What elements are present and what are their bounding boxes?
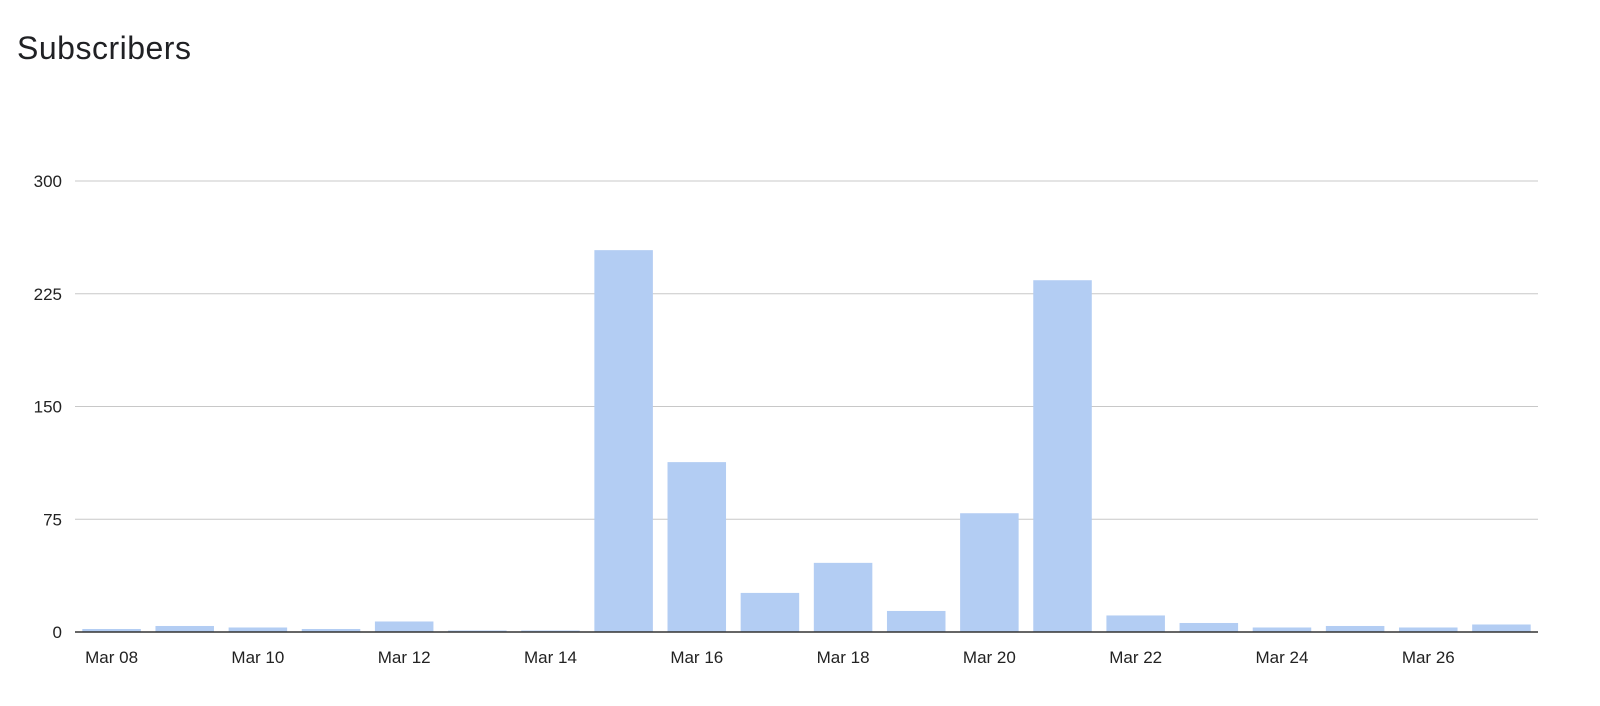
- bar: [1399, 627, 1458, 632]
- x-axis-ticks: Mar 08 Mar 10 Mar 12 Mar 14 Mar 16 Mar 18 Mar …: [85, 648, 1455, 667]
- chart-title: Subscribers: [17, 30, 192, 66]
- y-tick-label: 0: [53, 623, 62, 642]
- bar: [960, 513, 1019, 632]
- x-tick-label: Mar 24: [1256, 648, 1309, 667]
- bar: [228, 627, 288, 632]
- bar: [1472, 624, 1531, 632]
- x-tick-label: Mar 14: [524, 648, 577, 667]
- bar: [82, 628, 141, 632]
- bar: [1106, 615, 1165, 632]
- bar: [594, 250, 653, 633]
- bar: [155, 625, 214, 632]
- bars: [82, 250, 1531, 633]
- x-tick-label: Mar 10: [231, 648, 284, 667]
- bar: [448, 630, 507, 632]
- x-tick-label: Mar 18: [817, 648, 870, 667]
- bar: [1033, 280, 1092, 632]
- bar: [813, 562, 873, 632]
- x-tick-label: Mar 08: [85, 648, 138, 667]
- y-tick-label: 300: [34, 172, 62, 191]
- y-tick-label: 225: [34, 285, 62, 304]
- bar: [374, 621, 434, 632]
- bar: [740, 592, 800, 632]
- y-axis-ticks: 0 75 150 225 300: [34, 172, 62, 642]
- y-tick-label: 75: [43, 510, 62, 529]
- bar: [667, 462, 727, 632]
- x-tick-label: Mar 22: [1109, 648, 1162, 667]
- bar: [886, 610, 946, 632]
- x-tick-label: Mar 16: [670, 648, 723, 667]
- bar: [1252, 627, 1312, 632]
- bar: [301, 628, 361, 632]
- x-tick-label: Mar 20: [963, 648, 1016, 667]
- gridlines: [75, 180, 1538, 520]
- bar: [1179, 622, 1239, 632]
- y-tick-label: 150: [34, 398, 62, 417]
- x-tick-label: Mar 12: [378, 648, 431, 667]
- bar: [521, 630, 580, 632]
- x-tick-label: Mar 26: [1402, 648, 1455, 667]
- bar: [1325, 625, 1385, 632]
